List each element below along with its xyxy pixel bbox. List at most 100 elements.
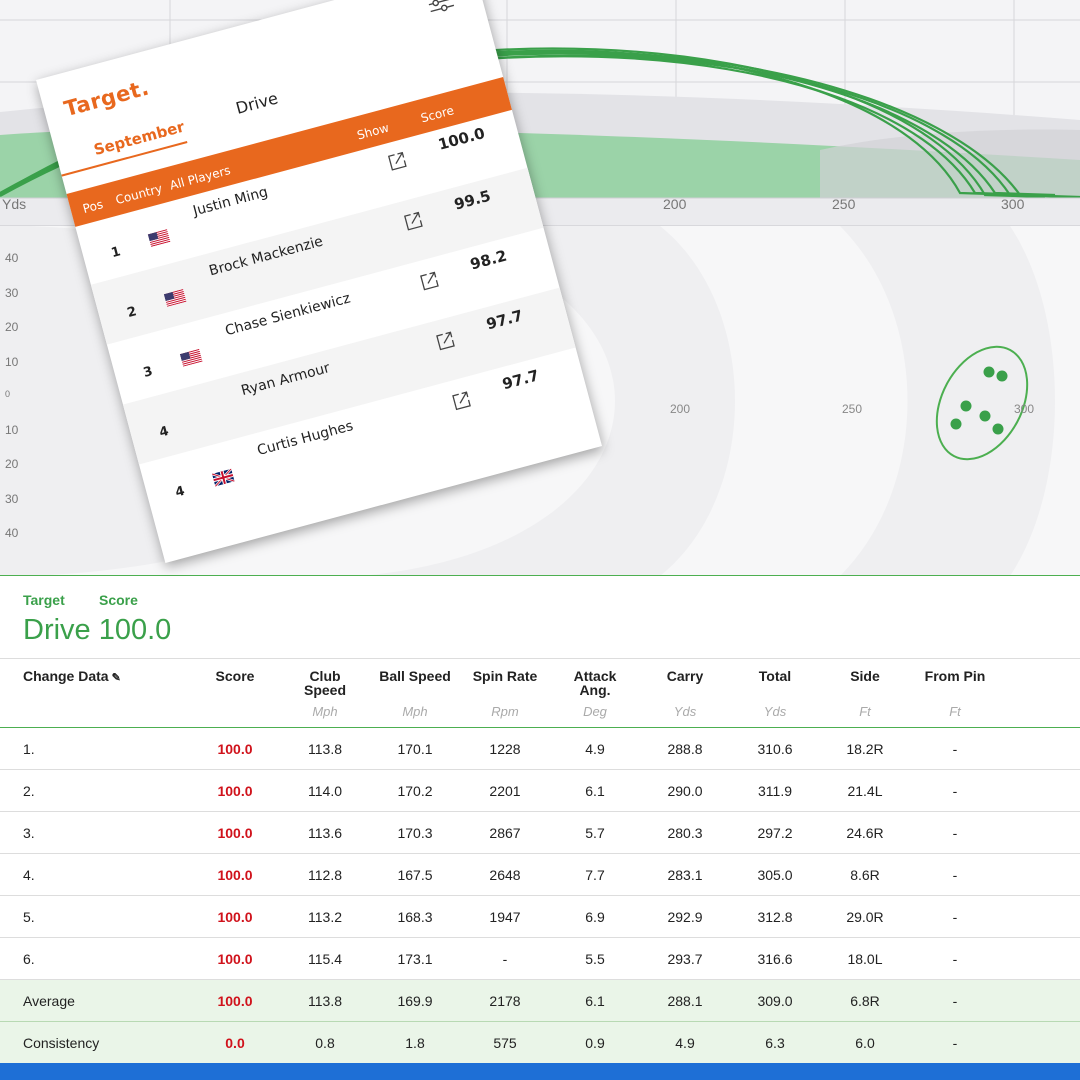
column-label: From Pin [924, 668, 986, 684]
table-row[interactable]: 5. 100.0 113.2 168.3 1947 6.9 292.9 312.8 29.0R - [0, 895, 1080, 938]
column-unit: Mph [402, 704, 428, 719]
target-logo: Target. [61, 75, 152, 122]
table-cell-spacer [1000, 895, 1080, 938]
leaderboard-row[interactable]: 1 Justin Ming 100.0 [75, 108, 528, 285]
table-row[interactable]: 6. 100.0 115.4 173.1-5.5 293.7 316.6 18.0L - [0, 937, 1080, 980]
show-shot-icon[interactable] [433, 329, 457, 353]
table-cell: 305.0 [730, 853, 820, 896]
column-label: Score [215, 668, 255, 684]
dispersion-ellipse [935, 345, 1029, 461]
summary-row[interactable]: Average 100.0 113.8 169.9 2178 6.1 288.1 309.0 6… [0, 979, 1080, 1022]
column-header: From Pin Ft [910, 658, 1000, 728]
table-cell: 1228 [460, 727, 550, 770]
leaderboard-row[interactable]: 2 Brock Mackenzie 99.5 [90, 167, 544, 345]
score-cell: 100.0 [190, 979, 280, 1022]
column-label: Side [850, 668, 880, 684]
table-row[interactable]: 2. 100.0 114.0 170.2 2201 6.1 290.0 311.9 21.4L - [0, 769, 1080, 812]
position: 4 [157, 423, 171, 441]
disp-xtick-250: 250 [842, 402, 863, 416]
column-header: Score [190, 658, 280, 728]
table-cell: 292.9 [640, 895, 730, 938]
table-cell: 2178 [460, 979, 550, 1022]
table-cell: 4.9 [550, 727, 640, 770]
table-row[interactable]: 1. 100.0 113.8 170.1 1228 4.9 288.8 310.6 18.2R - [0, 727, 1080, 770]
column-header: Ball Speed Mph [370, 658, 460, 728]
table-cell: 316.6 [730, 937, 820, 980]
show-shot-icon[interactable] [417, 269, 441, 293]
table-cell: 29.0R [820, 895, 910, 938]
player-score: 97.7 [500, 366, 541, 394]
table-cell: 169.9 [370, 979, 460, 1022]
traj-tick-300: 300 [1001, 196, 1025, 212]
header-pos: Pos [81, 197, 105, 216]
row-label: 5. [0, 895, 190, 938]
table-cell: 113.8 [280, 727, 370, 770]
disp-ytick: 30 [5, 492, 19, 506]
us-flag-icon [147, 229, 171, 247]
table-cell: 7.7 [550, 853, 640, 896]
column-unit: Ft [949, 704, 961, 719]
column-header[interactable]: Change Data ✎ [0, 658, 190, 728]
position: 4 [173, 483, 187, 501]
show-shot-icon[interactable] [449, 389, 473, 413]
table-cell: - [910, 811, 1000, 854]
table-header-row: Change Data ✎ Score Club Speed Mph Ball Spee… [0, 658, 1080, 728]
filter-icon[interactable] [425, 0, 456, 16]
column-header: Carry Yds [640, 658, 730, 728]
table-cell: 115.4 [280, 937, 370, 980]
table-cell: 280.3 [640, 811, 730, 854]
edit-pencil-icon[interactable]: ✎ [108, 672, 121, 684]
table-cell: 0.9 [550, 1021, 640, 1064]
column-label: Total [758, 668, 792, 684]
leaderboard-row[interactable]: 3 Chase Sienkiewicz 98.2 [107, 228, 560, 405]
tab-drive[interactable]: Drive [233, 88, 280, 118]
shot-dot [996, 370, 1008, 382]
disp-xtick-300: 300 [1014, 402, 1035, 416]
leaderboard-row[interactable]: 4 Curtis Hughes 97.7 [139, 347, 592, 524]
score-cell: 100.0 [190, 727, 280, 770]
table-cell: 575 [460, 1021, 550, 1064]
shot-dot [979, 410, 991, 422]
table-cell: 283.1 [640, 853, 730, 896]
table-cell: 21.4L [820, 769, 910, 812]
position: 2 [125, 304, 139, 321]
row-label: 1. [0, 727, 190, 770]
disp-ytick: 20 [5, 320, 19, 334]
column-spacer [1000, 658, 1080, 728]
shot-dot [960, 400, 972, 412]
table-row[interactable]: 3. 100.0 113.6 170.3 2867 5.7 280.3 297.2 24.6R - [0, 811, 1080, 854]
summary-value: Drive 100.0 [23, 614, 172, 646]
leaderboard-row[interactable]: 4 Ryan Armour 97.7 [122, 287, 576, 465]
column-header: Attack Ang. Deg [550, 658, 640, 728]
table-cell: 2648 [460, 853, 550, 896]
score-label: Score [99, 592, 138, 608]
table-row[interactable]: 4. 100.0 112.8 167.5 2648 7.7 283.1 305.0 8.6R - [0, 853, 1080, 896]
table-cell: 112.8 [280, 853, 370, 896]
table-cell: 114.0 [280, 769, 370, 812]
uk-flag-icon [211, 468, 235, 487]
score-cell: 100.0 [190, 811, 280, 854]
column-unit: Mph [312, 704, 338, 719]
traj-tick-250: 250 [832, 196, 856, 212]
column-unit: Yds [763, 704, 787, 719]
table-cell: - [460, 937, 550, 980]
disp-ytick: 40 [5, 251, 19, 265]
range-lane-2 [660, 226, 908, 575]
traj-unit-label: Yds [2, 196, 27, 212]
table-cell: 170.2 [370, 769, 460, 812]
table-cell-spacer [1000, 1021, 1080, 1064]
row-label: 3. [0, 811, 190, 854]
score-cell: 100.0 [190, 895, 280, 938]
column-header: Club Speed Mph [280, 658, 370, 728]
summary-row[interactable]: Consistency 0.0 0.8 1.8 575 0.9 4.9 6.3 6.0- [0, 1021, 1080, 1064]
table-cell: 5.5 [550, 937, 640, 980]
show-shot-icon[interactable] [385, 149, 409, 173]
table-cell-spacer [1000, 769, 1080, 812]
player-score: 97.7 [484, 306, 525, 334]
band-dark [820, 129, 1080, 198]
column-header: Spin Rate Rpm [460, 658, 550, 728]
us-flag-icon [179, 348, 203, 367]
table-cell: 297.2 [730, 811, 820, 854]
show-shot-icon[interactable] [401, 209, 425, 233]
column-label: Attack Ang. [573, 668, 617, 698]
